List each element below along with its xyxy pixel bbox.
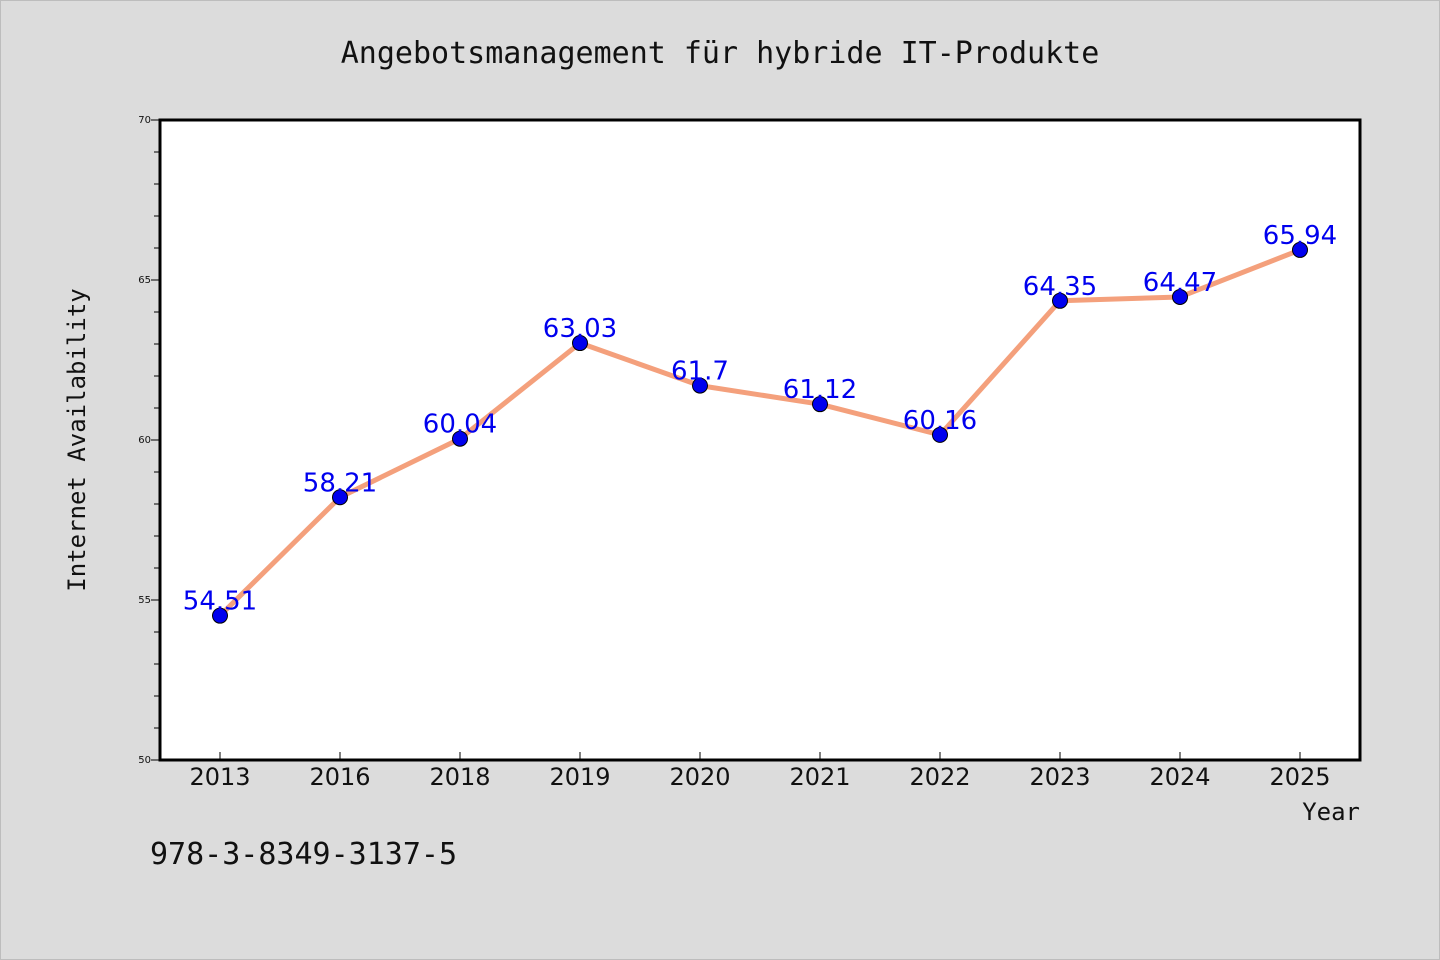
series-internet-availability xyxy=(212,241,1308,624)
x-tick-label-2025: 2025 xyxy=(1269,763,1330,791)
data-label-2019: 63.03 xyxy=(543,314,617,344)
data-point-2021 xyxy=(812,396,828,413)
x-tick-label-2019: 2019 xyxy=(549,763,610,791)
data-labels: 54.51 58.21 60.04 63.03 61.7 61.12 60.16 64.35 6… xyxy=(183,221,1337,617)
y-axis: 50 55 60 65 70 xyxy=(138,115,160,766)
isbn-footnote: 978-3-8349-3137-5 xyxy=(150,837,457,872)
y-axis-label: Internet Availability xyxy=(63,288,91,591)
y-tick-label-65: 65 xyxy=(138,275,151,286)
plot-area xyxy=(160,120,1360,760)
x-tick-label-2023: 2023 xyxy=(1029,763,1090,791)
y-tick-label-55: 55 xyxy=(138,595,151,606)
x-axis-label: Year xyxy=(1302,798,1360,826)
x-tick-label-2021: 2021 xyxy=(789,763,850,791)
data-label-2016: 58.21 xyxy=(303,468,377,498)
plot-frame xyxy=(158,118,1362,762)
data-point-2019 xyxy=(572,335,588,352)
data-point-2013 xyxy=(212,607,228,624)
x-axis: 2013 2016 2018 2019 2020 2021 2022 2023 2024 2025 xyxy=(189,752,1331,791)
y-tick-label-50: 50 xyxy=(138,755,151,766)
y-tick-label-70: 70 xyxy=(138,115,151,126)
data-label-2020: 61.7 xyxy=(671,357,729,387)
data-point-2016 xyxy=(332,489,348,506)
data-label-2024: 64.47 xyxy=(1143,268,1217,298)
y-tick-label-60: 60 xyxy=(138,435,151,446)
data-point-2024 xyxy=(1172,288,1188,305)
data-label-2021: 61.12 xyxy=(783,375,857,405)
data-point-2022 xyxy=(932,426,948,443)
x-tick-label-2022: 2022 xyxy=(909,763,970,791)
data-label-2022: 60.16 xyxy=(903,406,977,436)
data-point-2018 xyxy=(452,430,468,447)
x-tick-label-2018: 2018 xyxy=(429,763,490,791)
series-line xyxy=(217,247,1303,619)
data-point-2025 xyxy=(1292,241,1308,258)
data-label-2013: 54.51 xyxy=(183,587,257,617)
x-tick-label-2024: 2024 xyxy=(1149,763,1210,791)
data-point-2023 xyxy=(1052,292,1068,309)
data-label-2018: 60.04 xyxy=(423,410,497,440)
data-point-2020 xyxy=(692,377,708,394)
data-label-2023: 64.35 xyxy=(1023,272,1097,302)
x-tick-label-2020: 2020 xyxy=(669,763,730,791)
x-tick-label-2013: 2013 xyxy=(189,763,250,791)
chart-title: Angebotsmanagement für hybride IT-Produk… xyxy=(341,36,1100,71)
data-label-2025: 65.94 xyxy=(1263,221,1337,251)
x-tick-label-2016: 2016 xyxy=(309,763,370,791)
